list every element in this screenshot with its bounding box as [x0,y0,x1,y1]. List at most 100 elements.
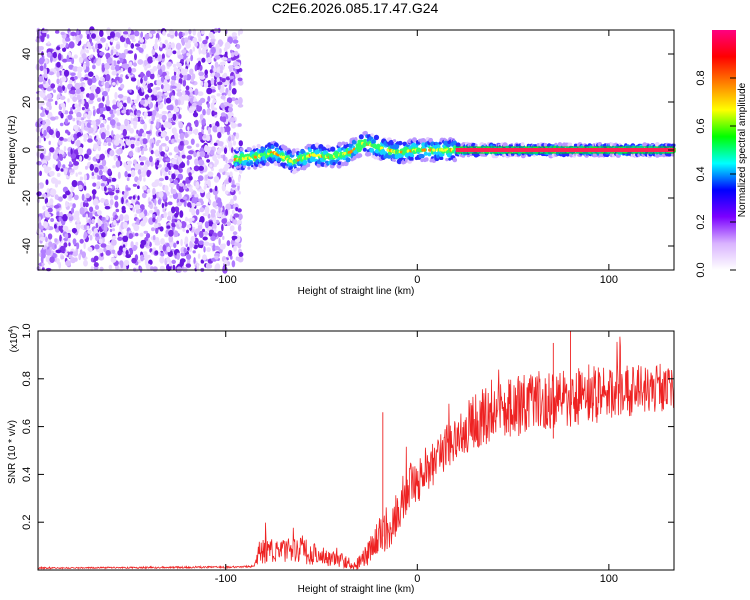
noise-speckle [225,208,229,216]
noise-speckle [181,49,187,54]
noise-speckle [230,214,233,222]
noise-speckle [100,198,106,203]
noise-speckle [111,70,117,76]
noise-speckle [136,129,139,134]
noise-speckle [156,209,160,216]
noise-speckle [199,151,206,158]
noise-speckle [89,112,92,116]
noise-speckle [68,242,71,247]
noise-speckle [83,242,86,250]
noise-speckle [54,244,57,249]
noise-speckle [57,180,61,185]
x-tick-label: 0 [414,573,420,585]
noise-speckle [104,62,110,70]
noise-speckle [70,185,75,192]
noise-speckle [106,94,110,102]
noise-speckle [140,99,145,105]
noise-speckle [153,43,158,51]
noise-speckle [234,65,241,70]
noise-speckle [98,175,102,180]
noise-speckle [199,75,206,80]
noise-speckle [232,61,239,67]
noise-speckle [167,112,173,119]
noise-speckle [160,213,165,219]
noise-speckle [186,183,191,187]
noise-speckle [149,73,155,80]
noise-speckle [195,181,200,189]
noise-speckle [221,145,225,152]
signal-point [265,162,270,167]
noise-speckle [100,132,106,140]
noise-speckle [80,224,86,230]
noise-speckle [78,56,84,64]
noise-speckle [209,164,213,168]
noise-speckle [81,124,84,132]
noise-speckle [187,126,190,131]
noise-speckle [42,120,46,126]
noise-speckle [47,233,53,240]
noise-speckle [93,124,97,132]
noise-speckle [238,79,244,86]
noise-speckle [219,126,224,133]
noise-speckle [88,93,95,101]
noise-speckle [86,225,90,230]
noise-speckle [73,124,79,130]
noise-speckle [56,46,61,51]
noise-speckle [68,110,74,115]
noise-speckle [184,131,189,139]
noise-speckle [96,183,99,190]
noise-speckle [221,92,227,97]
noise-speckle [176,91,183,97]
x-tick-label: -100 [215,274,237,286]
noise-speckle [189,97,194,104]
noise-speckle [214,255,219,260]
noise-speckle [107,142,112,146]
noise-speckle [71,180,78,188]
noise-speckle [101,81,105,86]
noise-speckle [216,210,222,218]
noise-speckle [114,64,120,72]
signal-point [420,154,425,159]
noise-speckle [181,70,187,76]
y-tick-label: 20 [21,96,33,108]
noise-speckle [129,137,136,141]
noise-speckle [139,38,145,43]
colorbar-gradient [712,30,736,270]
noise-speckle [176,183,180,190]
y-tick-label: 0.2 [21,515,33,530]
noise-speckle [187,258,191,264]
noise-speckle [161,110,168,115]
noise-speckle [167,33,171,38]
noise-speckle [159,265,165,272]
noise-speckle [133,30,140,37]
noise-speckle [177,192,182,200]
noise-speckle [177,99,181,106]
noise-speckle [143,111,148,117]
snr-xlabel: Height of straight line (km) [298,584,415,595]
noise-speckle [174,132,179,141]
noise-speckle [124,170,128,178]
noise-speckle [83,259,88,267]
noise-speckle [198,165,204,171]
noise-speckle [228,159,232,164]
noise-speckle [124,191,128,198]
noise-speckle [204,206,210,214]
noise-speckle [204,184,208,189]
noise-speckle [212,125,219,133]
noise-speckle [126,202,131,207]
model-line-core [455,148,674,152]
noise-speckle [121,209,127,214]
noise-speckle [123,63,130,68]
noise-speckle [212,223,217,230]
noise-speckle [202,212,209,217]
noise-speckle [145,263,152,270]
noise-speckle [160,252,165,257]
noise-speckle [123,252,126,257]
noise-speckle [103,70,110,75]
noise-speckle [228,135,232,142]
noise-speckle [166,61,172,67]
noise-speckle [225,203,231,211]
noise-speckle [69,161,72,166]
signal-point [248,147,252,152]
noise-speckle [208,242,213,247]
